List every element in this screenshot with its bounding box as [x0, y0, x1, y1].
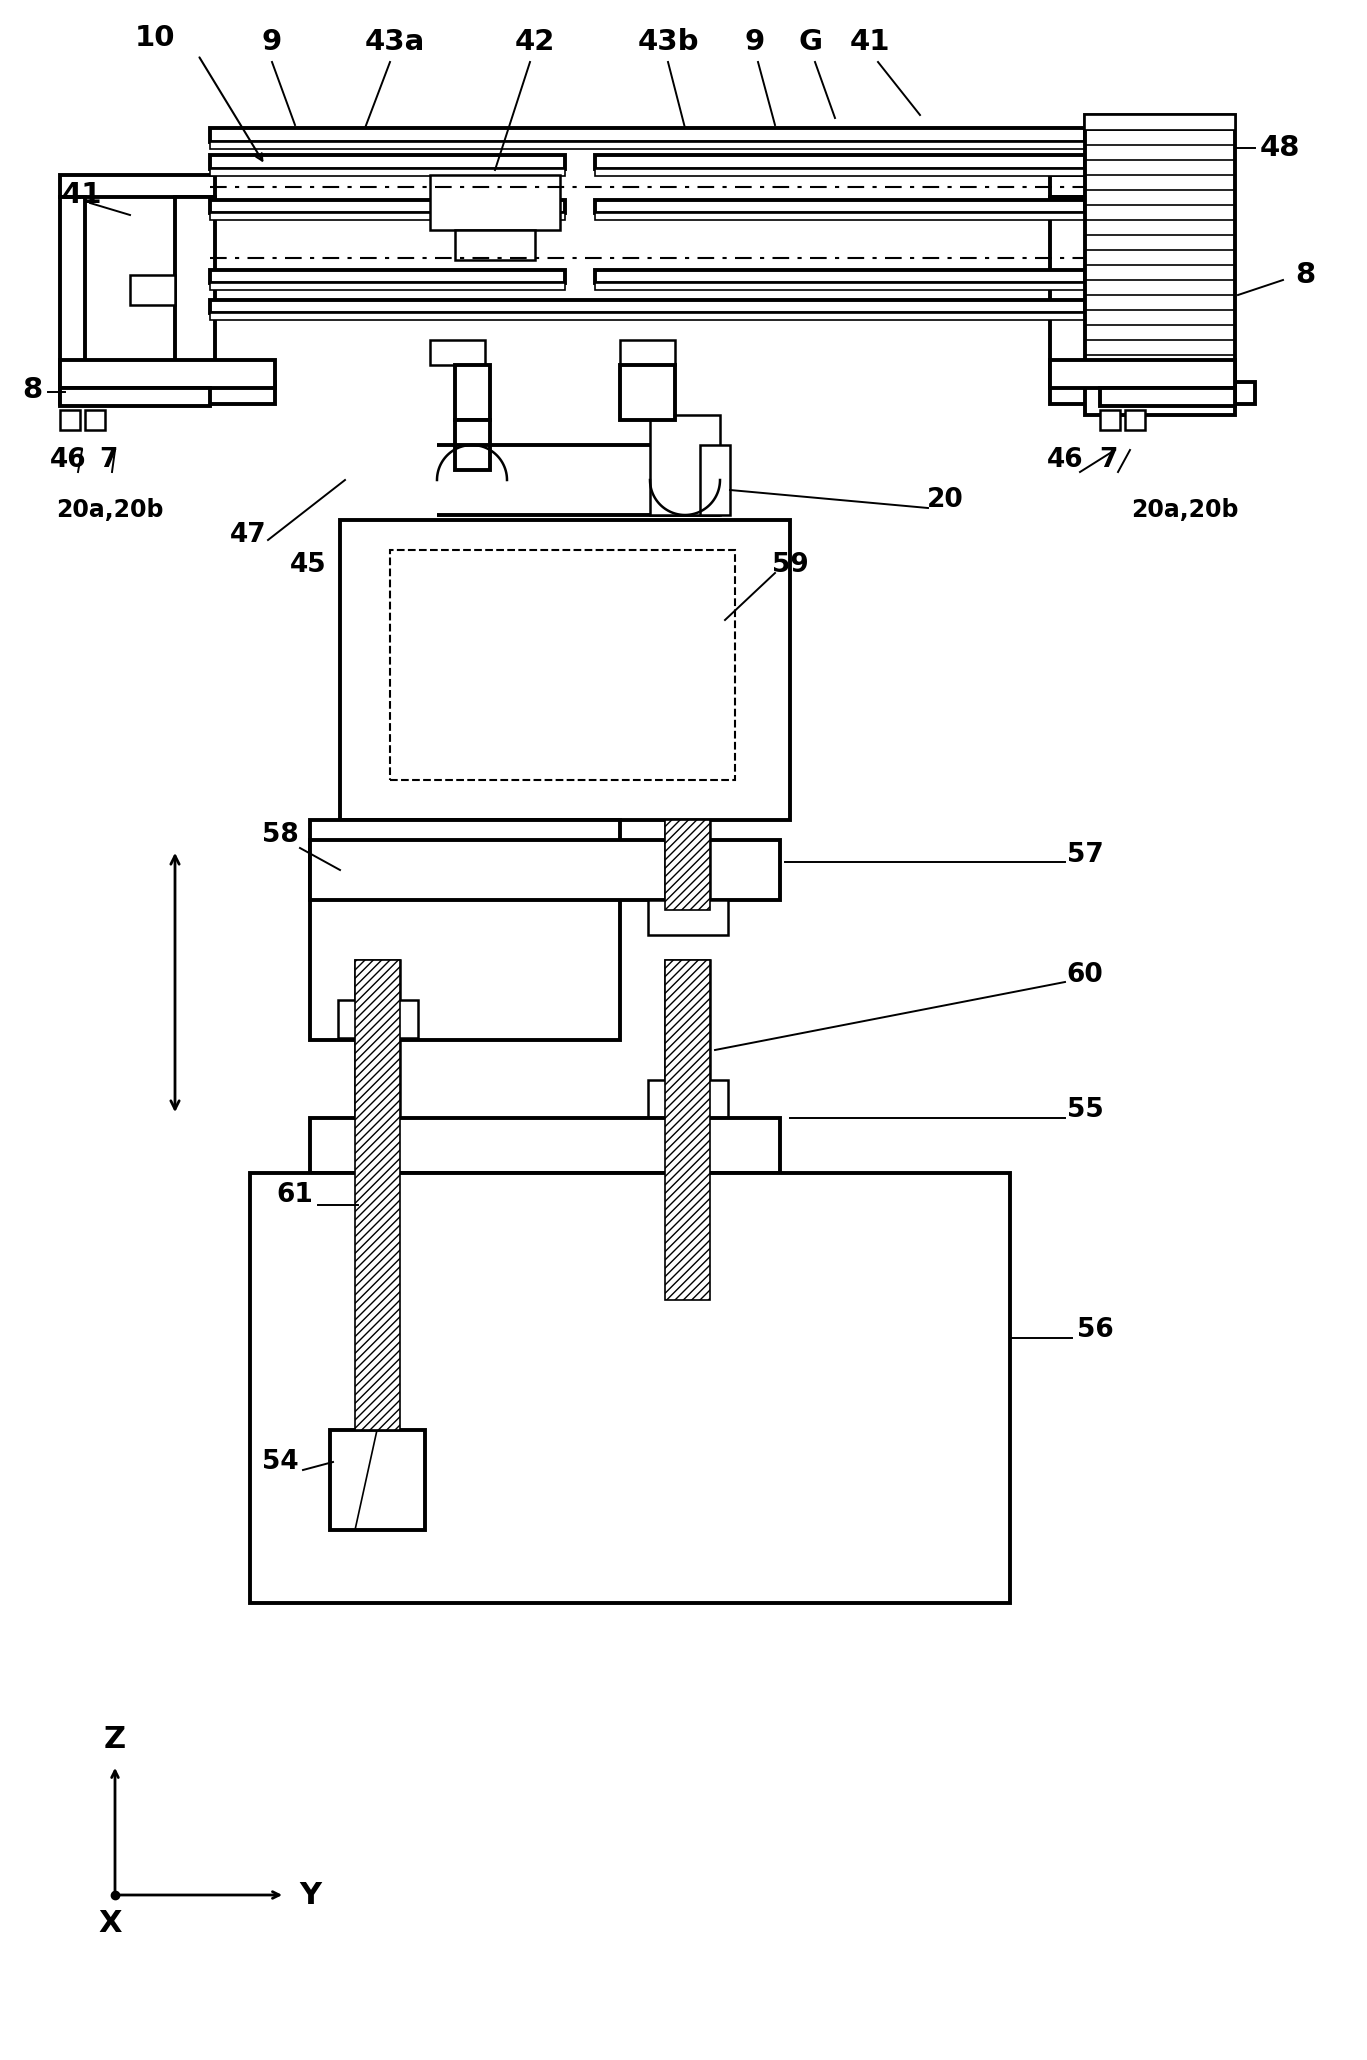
Text: 47: 47	[230, 521, 267, 548]
Text: 54: 54	[261, 1448, 298, 1475]
Text: 55: 55	[1066, 1098, 1103, 1123]
Text: 59: 59	[771, 552, 808, 579]
Text: 7: 7	[98, 447, 118, 474]
Bar	[649, 414, 720, 515]
Text: 43b: 43b	[637, 29, 699, 56]
Text: 46: 46	[49, 447, 86, 474]
Bar	[211, 154, 565, 169]
Bar	[60, 360, 275, 387]
Bar	[664, 960, 709, 1300]
Bar	[60, 175, 215, 198]
Text: 9: 9	[745, 29, 766, 56]
Bar	[648, 1079, 729, 1119]
Bar	[1085, 115, 1234, 414]
Text: 43a: 43a	[365, 29, 425, 56]
Bar	[595, 200, 1085, 212]
Text: 20a,20b: 20a,20b	[56, 499, 164, 521]
Bar	[648, 900, 729, 935]
Bar	[310, 840, 781, 900]
Text: 57: 57	[1066, 843, 1103, 867]
Bar	[431, 175, 560, 231]
Bar	[664, 820, 709, 911]
Bar	[455, 365, 489, 420]
Bar	[1180, 198, 1204, 402]
Bar	[250, 1172, 1010, 1603]
Bar	[455, 231, 534, 260]
Bar	[1050, 175, 1204, 198]
Bar	[175, 198, 215, 381]
Bar	[1050, 381, 1255, 404]
Bar	[355, 960, 401, 1430]
Text: 42: 42	[515, 29, 555, 56]
Text: G: G	[798, 29, 822, 56]
Bar	[130, 274, 175, 305]
Bar	[595, 270, 1085, 282]
Text: 10: 10	[135, 25, 175, 52]
Bar	[664, 960, 709, 1300]
Bar	[664, 820, 709, 911]
Bar	[390, 550, 735, 781]
Bar	[211, 270, 565, 282]
Bar	[211, 282, 565, 290]
Bar	[60, 410, 81, 431]
Bar	[595, 212, 1085, 220]
Text: 46: 46	[1047, 447, 1083, 474]
Text: 45: 45	[290, 552, 327, 579]
Text: Y: Y	[299, 1881, 321, 1910]
Text: 58: 58	[261, 822, 298, 849]
Bar	[700, 445, 730, 515]
Text: X: X	[98, 1908, 122, 1938]
Bar	[595, 154, 1085, 169]
Bar	[211, 142, 1085, 148]
Bar	[455, 420, 489, 470]
Bar	[340, 519, 790, 820]
Bar	[595, 282, 1085, 290]
Text: 20: 20	[927, 486, 964, 513]
Bar	[310, 1119, 781, 1172]
Bar	[595, 169, 1085, 175]
Bar	[1050, 360, 1234, 387]
Bar	[60, 387, 211, 406]
Bar	[621, 365, 675, 420]
Text: 8: 8	[22, 377, 42, 404]
Bar	[211, 212, 565, 220]
Text: 56: 56	[1077, 1316, 1113, 1343]
Bar	[60, 381, 275, 404]
Text: 60: 60	[1066, 962, 1103, 989]
Bar	[1100, 387, 1234, 406]
Text: 20a,20b: 20a,20b	[1132, 499, 1239, 521]
Text: Z: Z	[104, 1726, 126, 1755]
Bar	[355, 960, 401, 1430]
Text: 9: 9	[262, 29, 282, 56]
Bar	[211, 313, 1085, 319]
Bar	[1100, 410, 1120, 431]
Bar	[310, 820, 621, 1040]
Text: 41: 41	[850, 29, 890, 56]
Bar	[621, 340, 675, 365]
Text: 7: 7	[1099, 447, 1117, 474]
Text: 61: 61	[276, 1182, 313, 1207]
Bar	[211, 169, 565, 175]
Bar	[85, 410, 105, 431]
Text: 41: 41	[62, 181, 103, 208]
Bar	[329, 1430, 425, 1531]
Bar	[211, 128, 1085, 142]
Bar	[338, 999, 418, 1038]
Bar	[1125, 410, 1146, 431]
Bar	[1085, 115, 1234, 130]
Bar	[60, 198, 85, 402]
Text: 48: 48	[1260, 134, 1300, 163]
Bar	[431, 340, 485, 365]
Bar	[1050, 198, 1089, 381]
Text: 8: 8	[1295, 262, 1315, 288]
Bar	[211, 301, 1085, 313]
Bar	[211, 200, 565, 212]
